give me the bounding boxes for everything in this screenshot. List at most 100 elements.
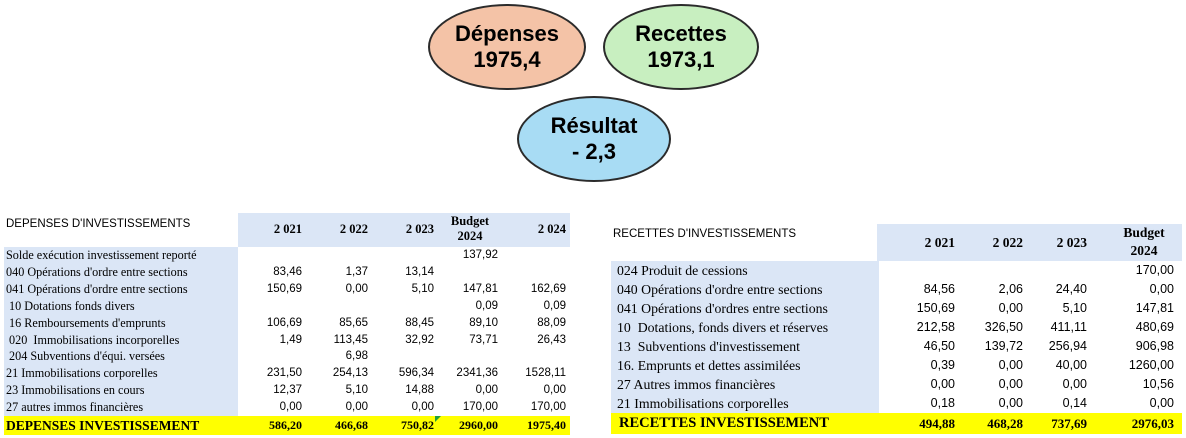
cell-value: 147,81: [462, 282, 498, 295]
row-label: 16. Emprunts et dettes assimilées: [611, 356, 879, 375]
row-label: 10 Dotations, fonds divers et réserves: [611, 318, 879, 337]
cell-value: 2,06: [998, 282, 1023, 296]
cell-value: 1528,11: [525, 367, 566, 380]
total-value: 750,82: [401, 418, 434, 432]
depenses-bubble: Dépenses 1975,4: [428, 4, 586, 90]
total-value: 466,68: [335, 418, 368, 432]
total-value: 1975,40: [527, 418, 566, 432]
total-value: 2960,00: [459, 418, 498, 432]
row-label: 024 Produit de cessions: [611, 261, 879, 280]
cell-comment-marker: [435, 416, 441, 422]
row-label: 27 autres immos financières: [4, 399, 238, 416]
cell-value: 83,46: [273, 265, 302, 278]
total-label: RECETTES INVESTISSEMENT: [619, 415, 829, 431]
row-label: 21 Immobilisations corporelles: [611, 394, 879, 413]
table-title: RECETTES D'INVESTISSEMENTS: [613, 228, 797, 240]
cell-value: 150,69: [266, 282, 302, 295]
column-header: 2 021: [273, 222, 302, 236]
cell-value: 24,40: [1055, 282, 1087, 296]
total-value: 586,20: [269, 418, 302, 432]
cell-value: 88,45: [405, 316, 434, 329]
cell-value: 0,00: [930, 377, 955, 391]
cell-value: 906,98: [1135, 339, 1174, 353]
cell-value: 32,92: [405, 333, 434, 346]
table-title: DEPENSES D'INVESTISSEMENTS: [6, 218, 191, 230]
recettes-value: 1973,1: [647, 47, 715, 72]
cell-value: 0,00: [1062, 377, 1087, 391]
cell-value: 0,00: [279, 401, 302, 414]
cell-value: 139,72: [984, 339, 1023, 353]
cell-value: 12,37: [273, 384, 302, 397]
cell-value: 89,10: [469, 316, 498, 329]
cell-value: 0,00: [998, 396, 1023, 410]
header-background: [877, 224, 1182, 261]
cell-value: 1260,00: [1128, 358, 1174, 372]
column-header: 2 024: [537, 222, 566, 236]
table-row: 10 Dotations fonds divers 0,09 0,09: [4, 297, 570, 315]
recettes-table: RECETTES D'INVESTISSEMENTS 2 021 2 022 2 02…: [611, 224, 1182, 438]
row-label: 21 Immobilisations corporelles: [4, 365, 238, 383]
cell-value: 40,00: [1055, 358, 1087, 372]
cell-value: 0,00: [345, 401, 368, 414]
column-header: Budget 2024: [450, 214, 490, 243]
table-row: 13 Subventions d'investissement 46,50 139,…: [611, 337, 1182, 356]
cell-value: 256,94: [1048, 339, 1087, 353]
cell-value: 0,39: [930, 358, 955, 372]
row-label: 16 Remboursements d'emprunts: [4, 314, 238, 332]
cell-value: 85,65: [339, 316, 368, 329]
total-label: DEPENSES INVESTISSEMENT: [6, 418, 200, 433]
total-row: RECETTES INVESTISSEMENT 494,88 468,28 737,6…: [611, 413, 1182, 434]
depenses-label: Dépenses: [455, 21, 559, 46]
table-row: Solde exécution investissement reporté 13…: [4, 247, 570, 264]
column-header: 2 023: [1056, 235, 1087, 250]
cell-value: 231,50: [266, 367, 302, 380]
table-row: 16 Remboursements d'emprunts 106,69 85,65 8…: [4, 314, 570, 332]
cell-value: 1,37: [345, 265, 368, 278]
row-label: 10 Dotations fonds divers: [4, 297, 238, 315]
table-row: 27 autres immos financières 0,00 0,00 0,00 1…: [4, 399, 570, 416]
row-label: 13 Subventions d'investissement: [611, 337, 879, 356]
row-label: 020 Immobilisations incorporelles: [4, 331, 238, 349]
cell-value: 106,69: [266, 316, 302, 329]
table-row: 16. Emprunts et dettes assimilées 0,39 0,0…: [611, 356, 1182, 375]
row-label: 041 Opérations d'ordres entre sections: [611, 299, 879, 318]
cell-value: 0,00: [998, 377, 1023, 391]
resultat-label: Résultat: [550, 113, 638, 138]
cell-value: 46,50: [923, 339, 955, 353]
header-background: [238, 213, 570, 247]
table-row: 040 Opérations d'ordre entre sections 83,…: [4, 263, 570, 281]
table-row: 21 Immobilisations corporelles 231,50 254,…: [4, 365, 570, 383]
total-value: 2976,03: [1131, 416, 1174, 431]
resultat-value: - 2,3: [571, 139, 617, 164]
cell-value: 5,10: [411, 282, 434, 295]
table-row: 041 Opérations d'ordres entre sections 15…: [611, 299, 1182, 318]
cell-value: 254,13: [332, 367, 368, 380]
cell-value: 0,09: [475, 299, 498, 312]
cell-value: 0,14: [1062, 396, 1087, 410]
cell-value: 170,00: [530, 401, 566, 414]
table-row: 204 Subventions d'équi. versées 6,98: [4, 348, 570, 366]
recettes-bubble: Recettes 1973,1: [603, 4, 759, 90]
table-row: 041 Opérations d'ordre entre sections 150…: [4, 280, 570, 298]
cell-value: 596,34: [398, 367, 434, 380]
cell-value: 0,00: [1149, 282, 1174, 296]
row-label: 040 Opérations d'ordre entre sections: [611, 280, 879, 299]
cell-value: 0,00: [1149, 396, 1174, 410]
depenses-value: 1975,4: [473, 47, 541, 72]
cell-value: 147,81: [1135, 301, 1174, 315]
cell-value: 0,09: [543, 299, 566, 312]
cell-value: 480,69: [1135, 320, 1174, 334]
row-label: 27 Autres immos financières: [611, 375, 879, 394]
column-header: 2 021: [924, 235, 955, 250]
column-header: 2 023: [405, 222, 434, 236]
cell-value: 170,00: [1135, 263, 1174, 277]
row-label: 23 Immobilisations en cours: [4, 382, 238, 400]
cell-value: 10,56: [1142, 377, 1174, 391]
table-row: 27 Autres immos financières 0,00 0,00 0,00 1…: [611, 375, 1182, 394]
table-row: 024 Produit de cessions 170,00: [611, 261, 1182, 280]
cell-value: 6,98: [345, 350, 368, 363]
cell-value: 0,18: [930, 396, 955, 410]
cell-value: 0,00: [345, 282, 368, 295]
recettes-label: Recettes: [635, 21, 727, 46]
row-label: 041 Opérations d'ordre entre sections: [4, 280, 238, 298]
